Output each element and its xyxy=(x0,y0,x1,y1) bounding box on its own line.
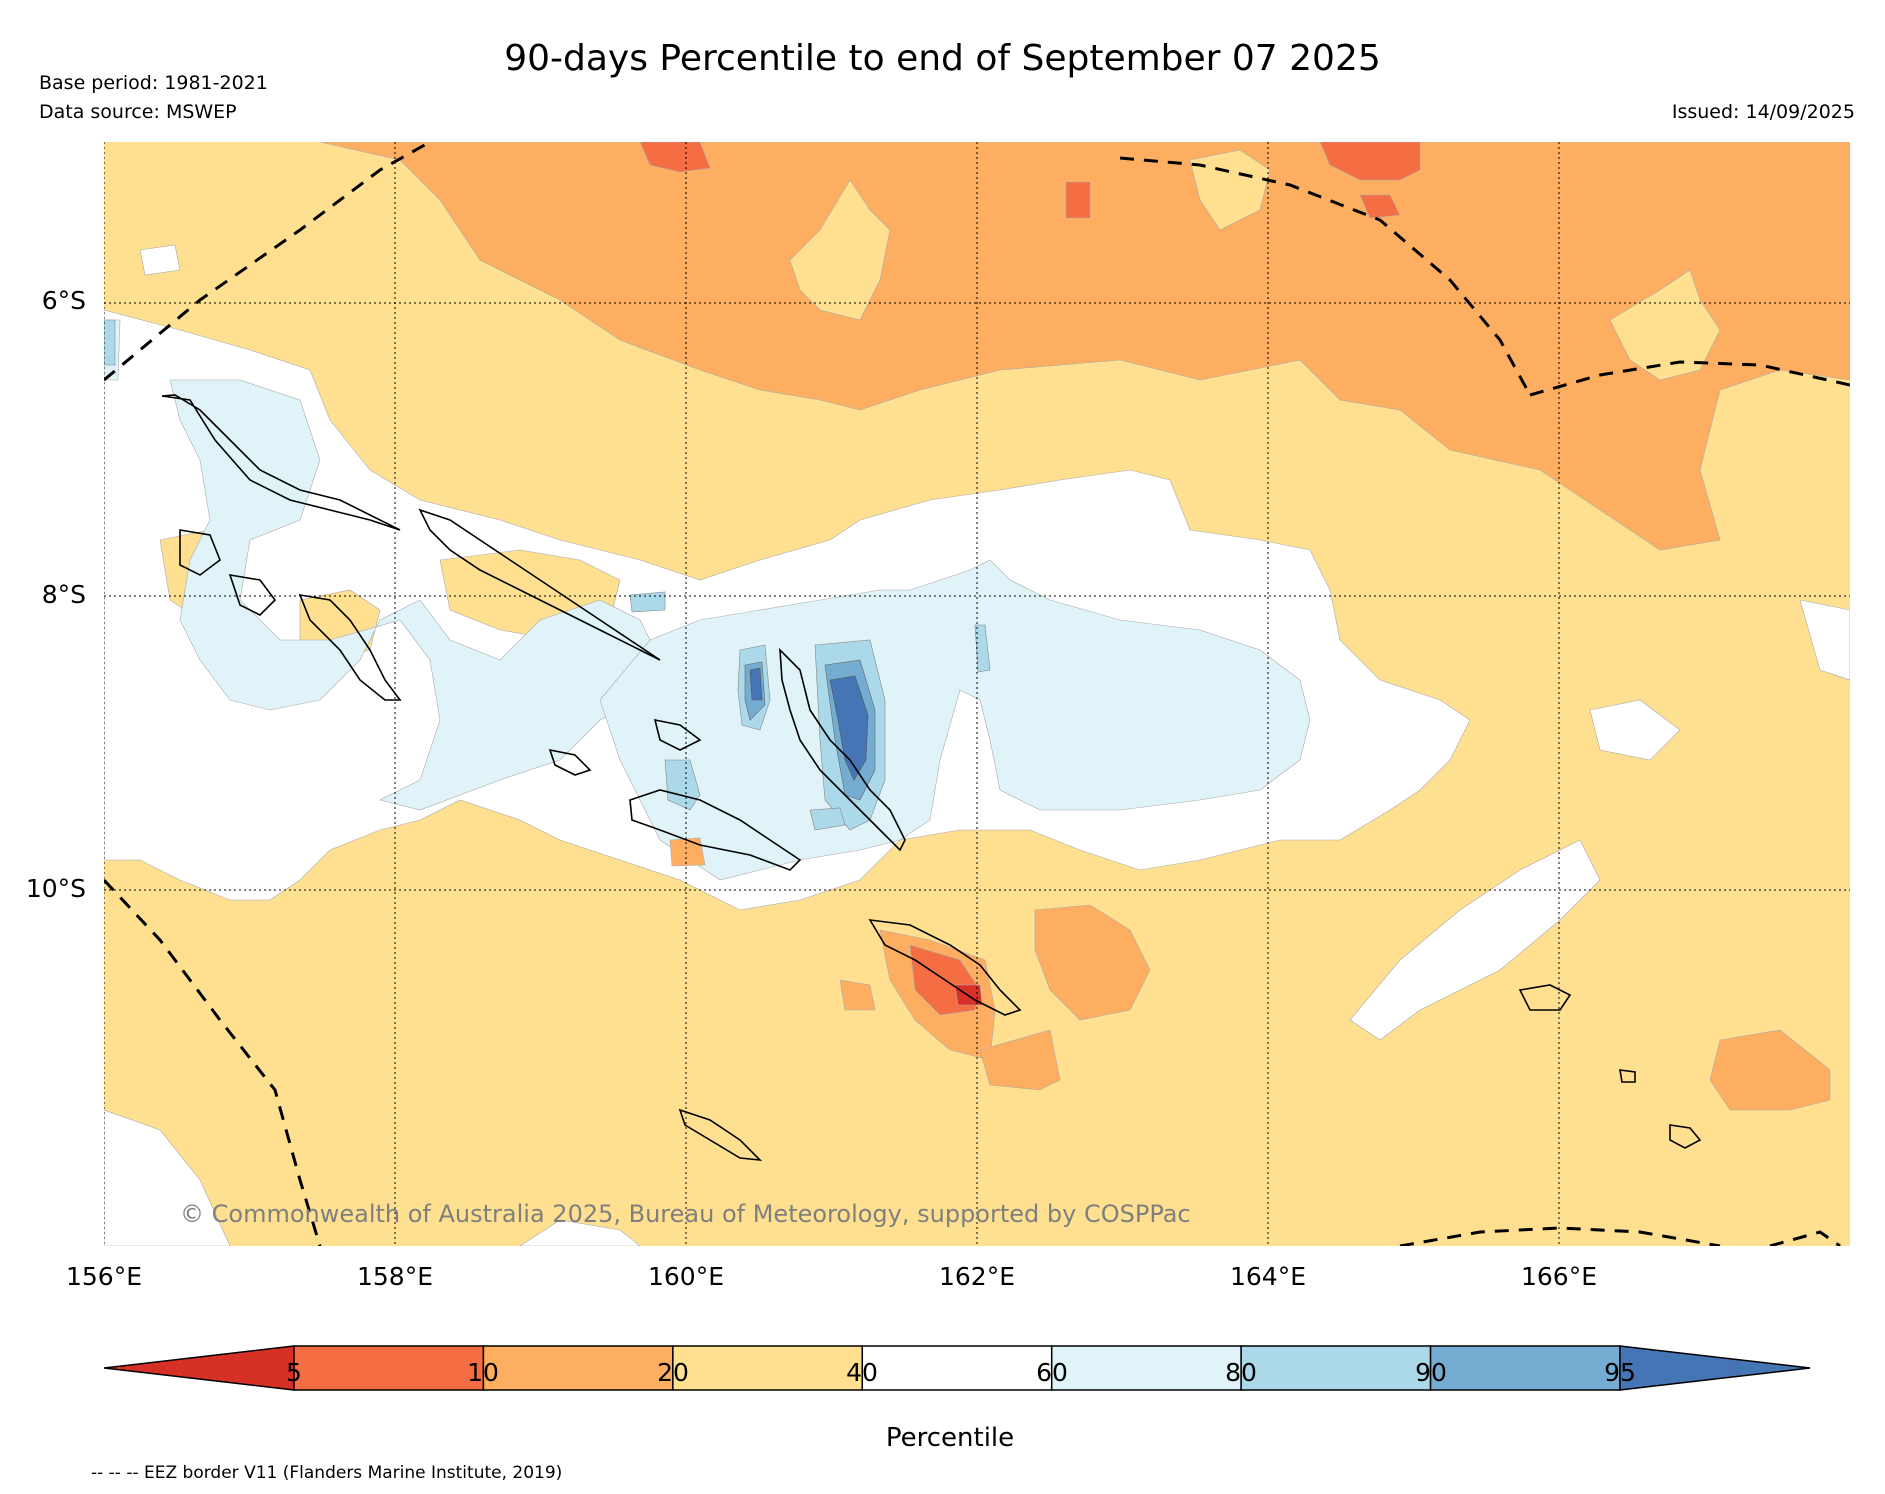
contour-40-60-south xyxy=(139,244,181,276)
contour-10-20-south xyxy=(1034,904,1151,1021)
eez-border xyxy=(104,142,1850,1246)
eez-legend-note: -- -- -- EEZ border V11 (Flanders Marine… xyxy=(91,1463,563,1483)
base-period-label: Base period: 1981-2021 xyxy=(39,72,268,94)
colorbar-tick-label: 5 xyxy=(286,1358,302,1387)
contour-5-10 xyxy=(1319,142,1421,181)
colorbar-bin xyxy=(1240,1345,1432,1391)
contour-10-20-south xyxy=(839,979,876,1011)
colorbar-bin xyxy=(861,1345,1053,1391)
coastline xyxy=(161,394,1702,1162)
data-source-label: Data source: MSWEP xyxy=(39,101,237,123)
contour-10-20-south xyxy=(1709,1029,1831,1111)
colorbar-bin xyxy=(1429,1345,1621,1391)
contour-5-10 xyxy=(639,142,711,173)
colorbar-tick-label: 90 xyxy=(1415,1358,1447,1387)
lon-tick-label: 164°E xyxy=(1229,1262,1306,1291)
colorbar-label: Percentile xyxy=(885,1423,1015,1453)
contour-80-90 xyxy=(629,591,666,613)
contour-40-60-south xyxy=(1799,599,1850,681)
colorbar-tick-label: 40 xyxy=(846,1358,878,1387)
map-title: 90-days Percentile to end of September 0… xyxy=(504,38,1381,79)
colorbar-tick-label: 10 xyxy=(467,1358,499,1387)
lat-tick-label: 8°S xyxy=(41,580,86,609)
contour-80-90 xyxy=(104,319,116,366)
lon-tick-label: 158°E xyxy=(356,1262,433,1291)
lon-tick-label: 162°E xyxy=(938,1262,1015,1291)
contour-20-40-pocket xyxy=(789,179,891,321)
colorbar-bin xyxy=(1619,1345,1811,1391)
colorbar-bin xyxy=(293,1345,485,1391)
contour-40-60-south xyxy=(104,1109,231,1246)
colorbar-tick-label: 95 xyxy=(1604,1358,1636,1387)
lat-tick-label: 6°S xyxy=(41,286,86,315)
lat-tick-label: 10°S xyxy=(25,874,86,903)
contour-60-80-central xyxy=(599,559,1311,881)
gridlines xyxy=(104,142,1850,1246)
contour-40-60-south xyxy=(1589,699,1681,761)
lon-tick-label: 156°E xyxy=(65,1262,142,1291)
contour-10-20-south xyxy=(669,837,706,867)
contour-20-40-pocket xyxy=(1189,149,1271,231)
contour-80-90 xyxy=(809,807,846,831)
contour-5-10 xyxy=(1065,181,1091,219)
contour-40-60-south xyxy=(519,1219,641,1246)
colorbar-bin xyxy=(482,1345,674,1391)
copyright-notice: © Commonwealth of Australia 2025, Bureau… xyxy=(180,1200,1191,1228)
contour-40-60-south xyxy=(1349,839,1601,1041)
lon-tick-label: 166°E xyxy=(1520,1262,1597,1291)
issued-date-label: Issued: 14/09/2025 xyxy=(1671,101,1855,123)
contour-above-95 xyxy=(749,667,763,701)
colorbar-tick-label: 60 xyxy=(1036,1358,1068,1387)
contour-80-90 xyxy=(974,624,991,673)
contour-5-10 xyxy=(1359,194,1401,219)
colorbar-bin xyxy=(1050,1345,1242,1391)
contour-10-20-south xyxy=(979,1029,1061,1091)
colorbar-tick-label: 20 xyxy=(657,1358,689,1387)
contour-above-95 xyxy=(829,675,869,781)
colorbar-tick-label: 80 xyxy=(1225,1358,1257,1387)
lon-tick-label: 160°E xyxy=(647,1262,724,1291)
contour-20-40-pocket xyxy=(1609,269,1721,381)
contour-10-20-north xyxy=(319,142,1850,551)
